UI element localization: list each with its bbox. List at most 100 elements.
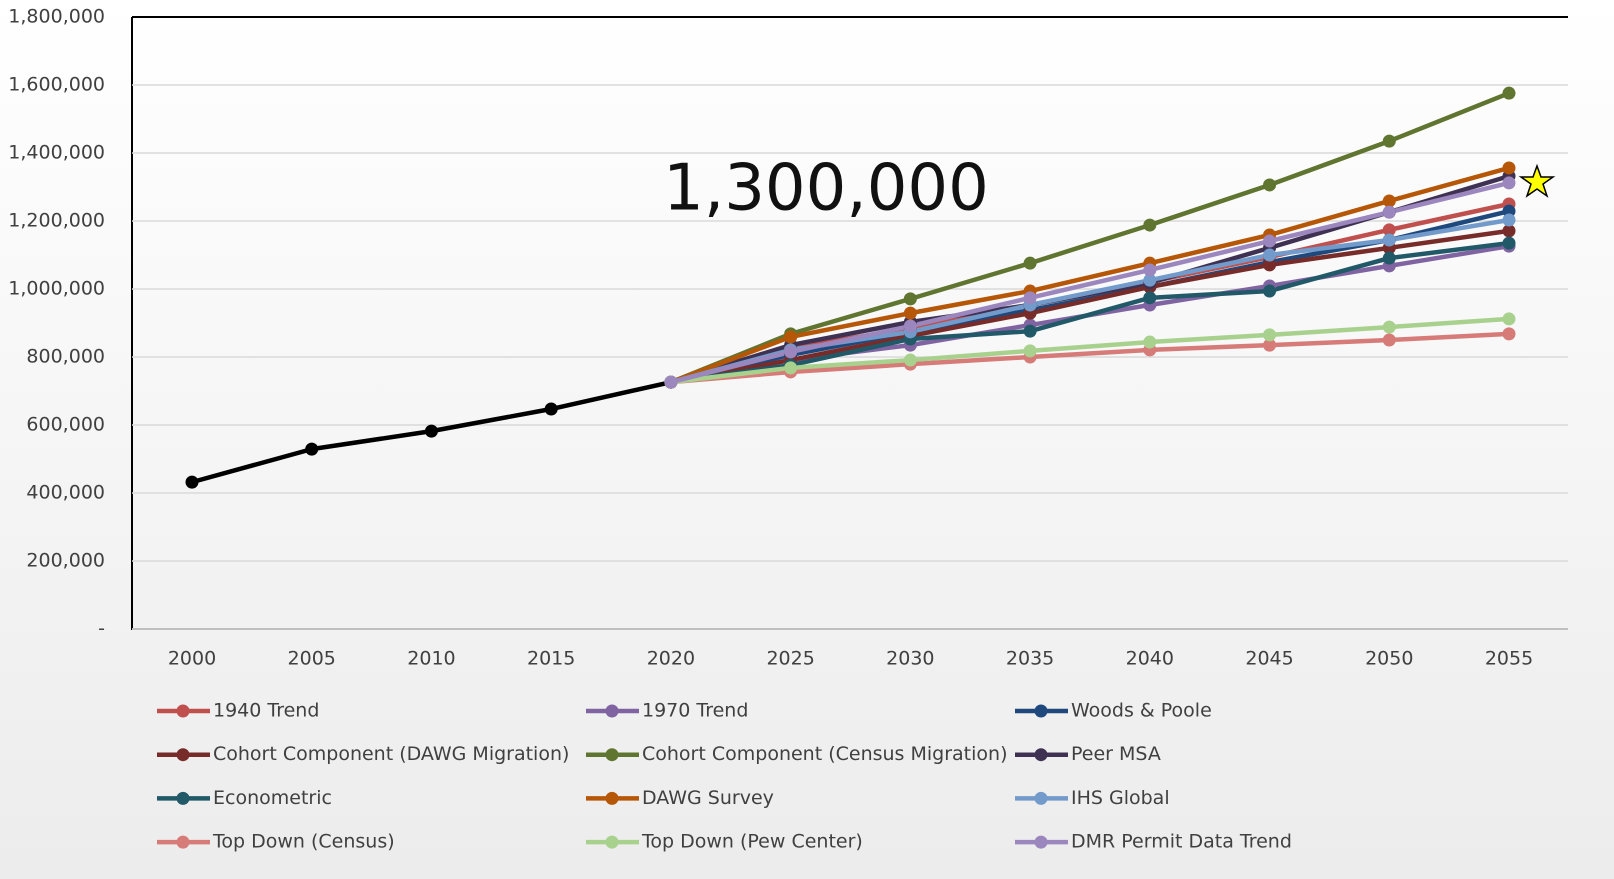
- x-tick-label: 2045: [1245, 648, 1293, 670]
- data-point: [1502, 327, 1516, 341]
- legend-label: Cohort Component (Census Migration): [642, 743, 1008, 765]
- series-line: [670, 165, 1510, 385]
- series-line: [670, 91, 1510, 385]
- series-line: [670, 316, 1510, 385]
- legend-label: Woods & Poole: [1071, 700, 1212, 722]
- y-tick-label: 200,000: [26, 550, 105, 572]
- legend-item: DMR Permit Data Trend: [1015, 831, 1292, 853]
- data-point: [1143, 218, 1157, 232]
- legend-swatch-marker: [1034, 835, 1048, 849]
- legend-label: Top Down (Census): [212, 831, 395, 853]
- x-tick-label: 2005: [288, 648, 336, 670]
- y-tick-label: 800,000: [26, 346, 105, 368]
- x-tick-label: 2010: [407, 648, 455, 670]
- y-tick-label: 1,200,000: [8, 210, 105, 232]
- legend-item: Top Down (Pew Center): [586, 831, 863, 853]
- legend-swatch-marker: [176, 791, 190, 805]
- data-point: [1263, 338, 1277, 352]
- data-point: [1023, 256, 1037, 270]
- legend-swatch-marker: [1034, 704, 1048, 718]
- x-tick-label: 2035: [1006, 648, 1054, 670]
- data-point: [1382, 320, 1396, 334]
- data-point: [1143, 273, 1157, 287]
- data-point: [1382, 134, 1396, 148]
- data-point: [1382, 233, 1396, 247]
- legend-swatch-marker: [1034, 748, 1048, 762]
- legend-swatch-marker: [605, 791, 619, 805]
- data-point: [1143, 335, 1157, 349]
- legend-swatch-marker: [1034, 791, 1048, 805]
- legend-label: Top Down (Pew Center): [641, 831, 863, 853]
- legend-item: Cohort Component (Census Migration): [586, 743, 1008, 765]
- legend-swatch-marker: [176, 835, 190, 849]
- legend-label: Peer MSA: [1071, 743, 1161, 765]
- grid: - 200,000 400,000 600,000 800,000 1,000,000 1,…: [8, 6, 1568, 670]
- legend-label: 1970 Trend: [642, 700, 748, 722]
- series-line: [670, 228, 1510, 385]
- data-point: [1382, 333, 1396, 347]
- data-point: [1382, 251, 1396, 265]
- data-point: [1143, 291, 1157, 305]
- data-point: [1023, 291, 1037, 305]
- y-tick-label: 600,000: [26, 414, 105, 436]
- data-point: [1143, 263, 1157, 277]
- data-point: [1263, 178, 1277, 192]
- legend: 1940 Trend 1970 Trend Woods & Poole Cohort …: [157, 700, 1292, 853]
- legend-item: Woods & Poole: [1015, 700, 1212, 722]
- data-point: [1382, 205, 1396, 219]
- legend-swatch-marker: [605, 835, 619, 849]
- y-tick-label: -: [98, 618, 105, 640]
- data-point: [1382, 194, 1396, 208]
- legend-item: 1940 Trend: [157, 700, 319, 722]
- lines: [185, 86, 1516, 489]
- data-point: [903, 306, 917, 320]
- series-line: [670, 331, 1510, 385]
- data-point: [1023, 344, 1037, 358]
- legend-swatch-marker: [605, 704, 619, 718]
- legend-item: Cohort Component (DAWG Migration): [157, 743, 569, 765]
- data-point: [544, 402, 558, 416]
- series-line: [670, 180, 1510, 385]
- data-point: [1502, 312, 1516, 326]
- x-tick-label: 2020: [647, 648, 695, 670]
- legend-swatch-marker: [176, 704, 190, 718]
- data-point: [784, 361, 798, 375]
- legend-label: IHS Global: [1071, 787, 1170, 809]
- data-point: [1263, 234, 1277, 248]
- data-point: [1502, 161, 1516, 175]
- data-point: [903, 319, 917, 333]
- data-point: [1263, 248, 1277, 262]
- x-tick-label: 2030: [886, 648, 934, 670]
- legend-item: Peer MSA: [1015, 743, 1161, 765]
- data-point: [664, 375, 678, 389]
- data-point: [784, 330, 798, 344]
- x-tick-label: 2025: [766, 648, 814, 670]
- legend-item: IHS Global: [1015, 787, 1170, 809]
- data-point: [784, 345, 798, 359]
- data-point: [1263, 284, 1277, 298]
- legend-item: DAWG Survey: [586, 787, 774, 809]
- legend-swatch-marker: [605, 748, 619, 762]
- y-tick-label: 1,800,000: [8, 6, 105, 28]
- data-point: [1502, 86, 1516, 100]
- legend-item: Top Down (Census): [157, 831, 395, 853]
- y-tick-label: 1,600,000: [8, 74, 105, 96]
- data-point: [903, 353, 917, 367]
- data-point: [1502, 236, 1516, 250]
- data-point: [1023, 324, 1037, 338]
- y-tick-label: 1,000,000: [8, 278, 105, 300]
- x-tick-label: 2040: [1126, 648, 1174, 670]
- annotation: 1,300,000: [663, 152, 989, 226]
- series-line: [670, 240, 1510, 385]
- star-marker: [1518, 163, 1556, 198]
- legend-label: Cohort Component (DAWG Migration): [213, 743, 569, 765]
- x-tick-label: 2015: [527, 648, 575, 670]
- y-tick-label: 1,400,000: [8, 142, 105, 164]
- data-point: [305, 442, 319, 456]
- data-point: [1502, 224, 1516, 238]
- legend-label: Econometric: [213, 787, 332, 809]
- legend-label: DMR Permit Data Trend: [1071, 831, 1292, 853]
- data-point: [424, 424, 438, 438]
- data-point: [1263, 328, 1277, 342]
- data-point: [1502, 213, 1516, 227]
